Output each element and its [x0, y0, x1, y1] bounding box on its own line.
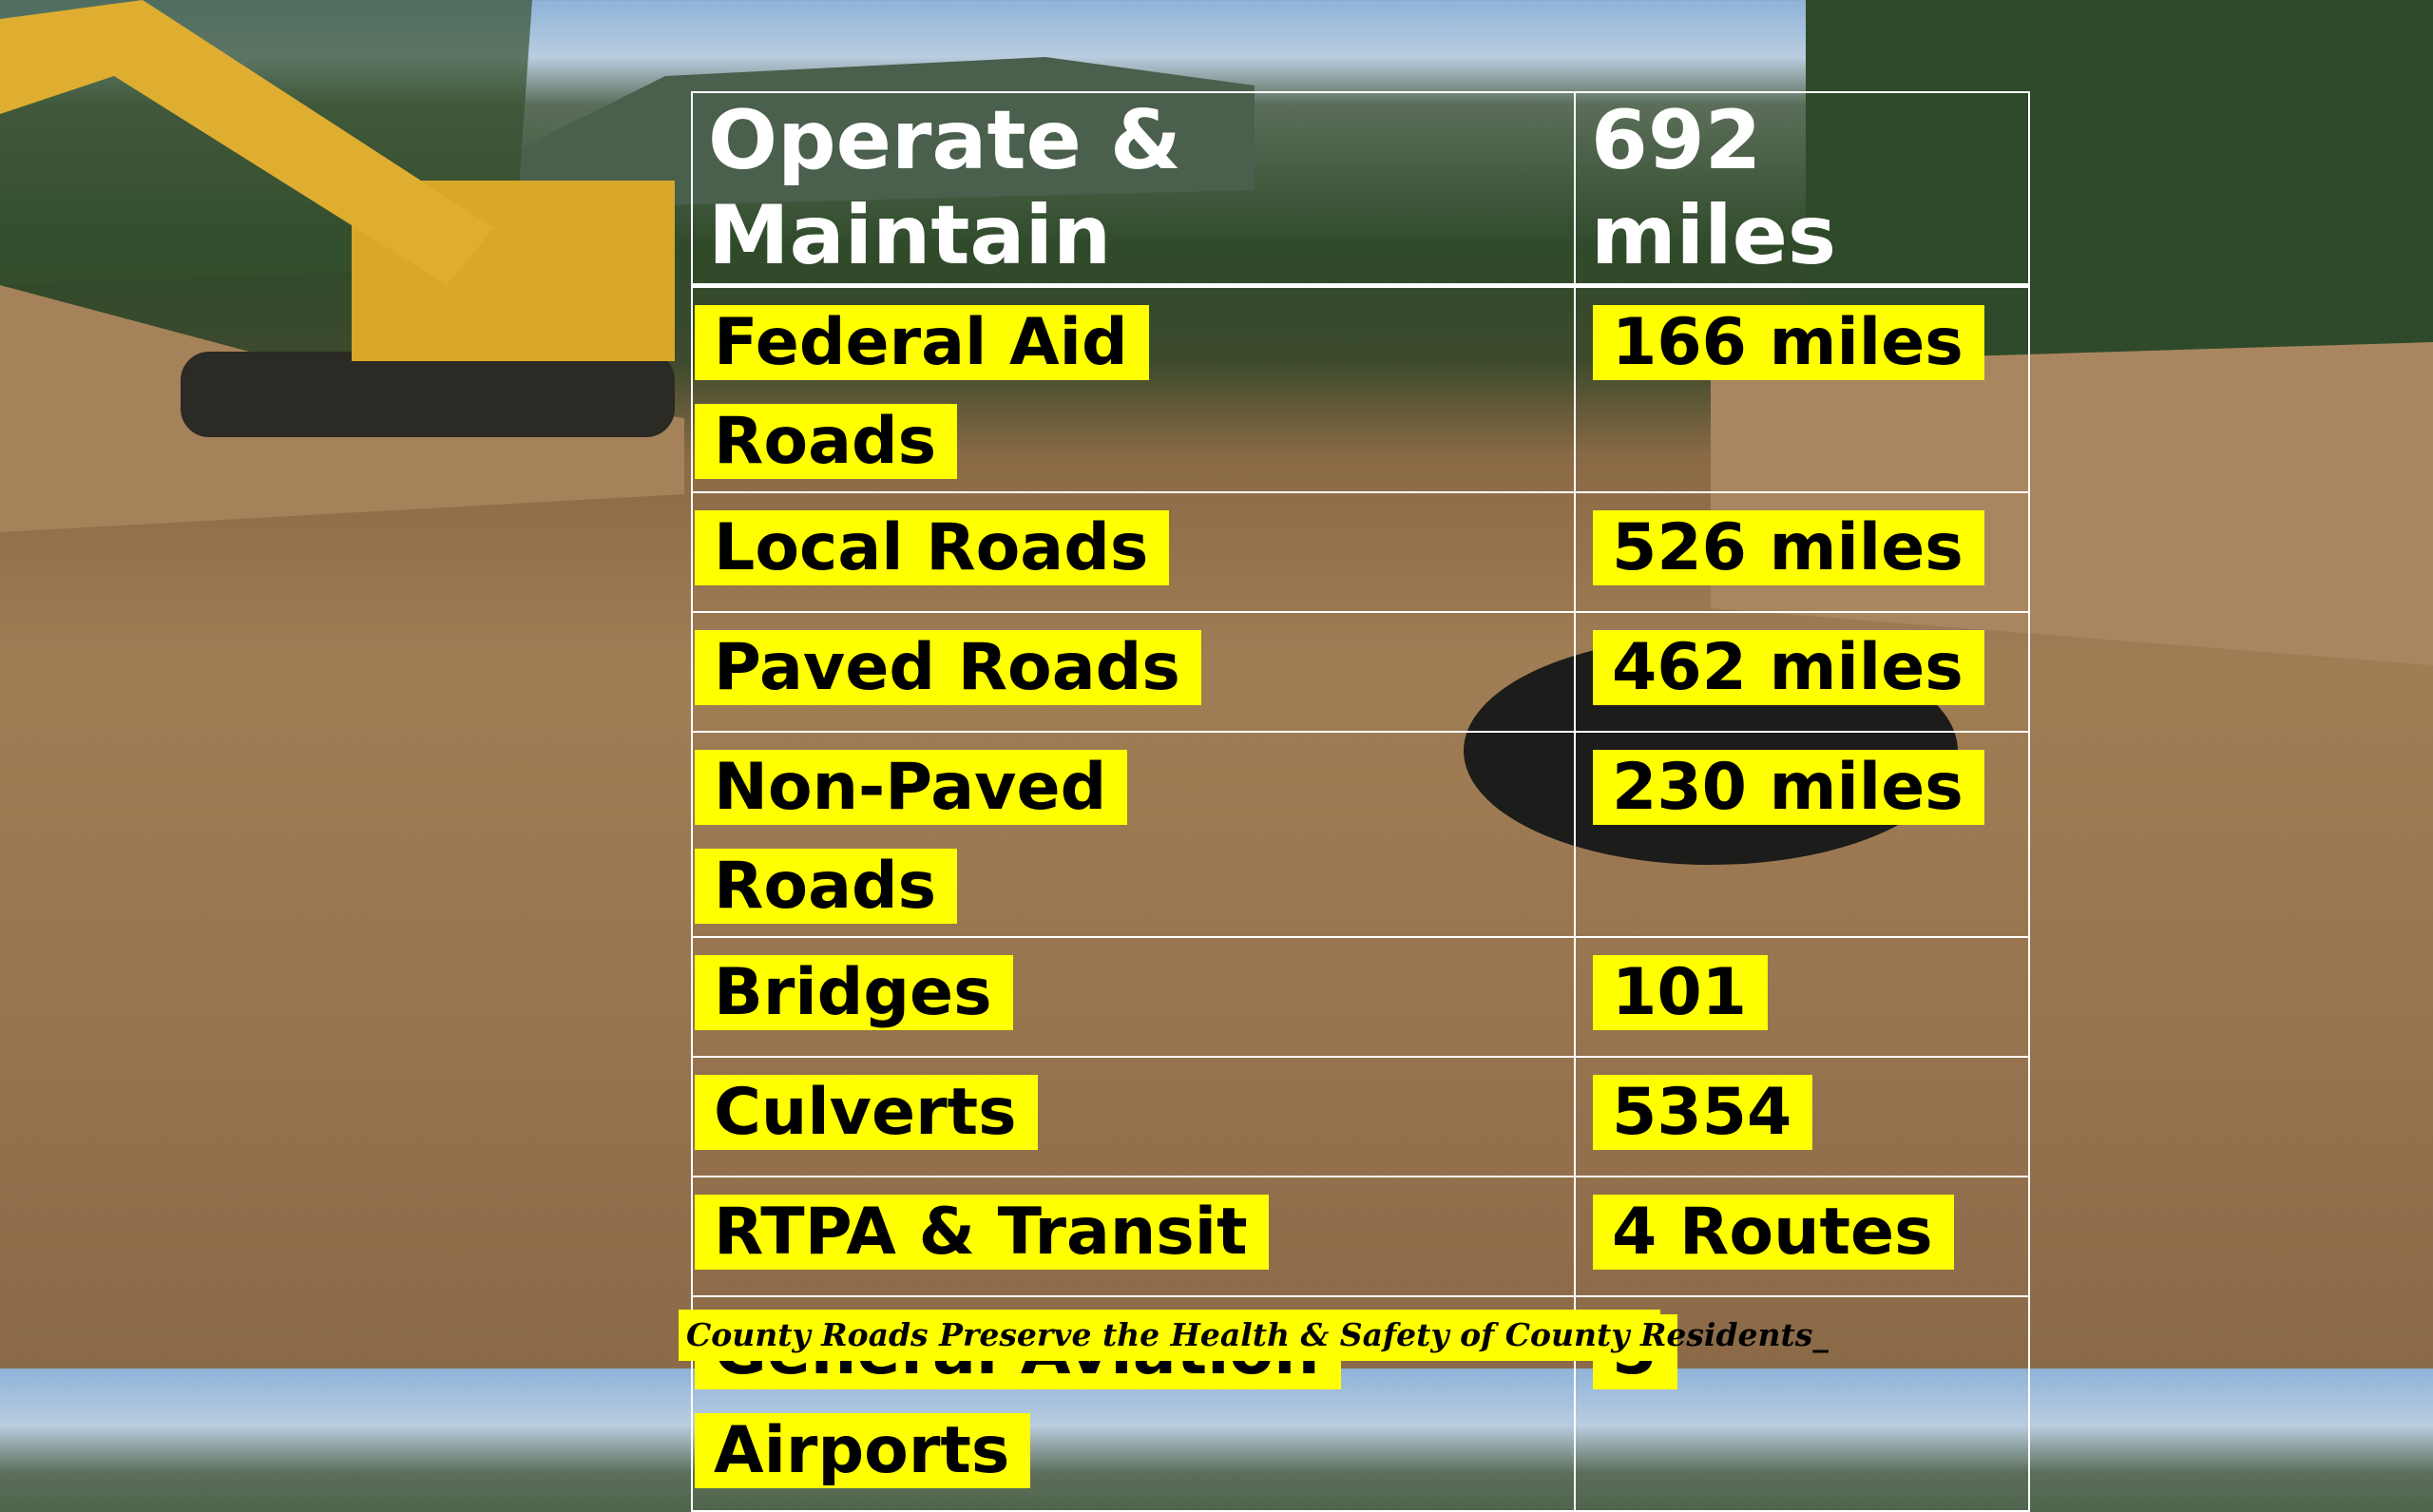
cell-content: RTPA & Transit	[695, 1183, 1360, 1282]
cell-content: 4 Routes	[1593, 1183, 2028, 1282]
table-row: Federal Aid Roads 166 miles	[691, 284, 2030, 493]
table-cell: Culverts	[691, 1056, 1576, 1177]
table-cell: 526 miles	[1574, 491, 2030, 613]
cell-content: Local Roads	[695, 499, 1360, 598]
highlighted-text: 5354	[1593, 1075, 1813, 1150]
highlighted-text: Culverts	[695, 1075, 1038, 1150]
table-cell: 101	[1574, 936, 2030, 1058]
table-cell: Federal Aid Roads	[691, 284, 1576, 493]
excavator-track	[181, 352, 675, 437]
highlighted-text: Local Roads	[695, 510, 1170, 585]
highlighted-text: Non-Paved Roads	[695, 750, 1128, 924]
highlighted-text: Paved Roads	[695, 630, 1201, 705]
cell-content: Paved Roads	[695, 619, 1360, 718]
highlighted-text: 166 miles	[1593, 305, 1984, 380]
highlighted-text: RTPA & Transit	[695, 1195, 1269, 1270]
highlighted-text: 4 Routes	[1593, 1195, 1954, 1270]
cell-content: Culverts	[695, 1063, 1360, 1162]
excavator-arm	[0, 0, 494, 285]
table-row: Culverts 5354	[691, 1056, 2030, 1177]
table-cell: 4 Routes	[1574, 1176, 2030, 1297]
table-row: Paved Roads 462 miles	[691, 611, 2030, 733]
table-row: Bridges 101	[691, 936, 2030, 1058]
table-cell: Paved Roads	[691, 611, 1576, 733]
table-row: Local Roads 526 miles	[691, 491, 2030, 613]
cell-content: 166 miles	[1593, 294, 2028, 392]
highlighted-text: 462 miles	[1593, 630, 1984, 705]
header-row: Operate & Maintain 692 miles	[691, 91, 2030, 288]
table-row: RTPA & Transit 4 Routes	[691, 1176, 2030, 1297]
table-cell: Non-Paved Roads	[691, 731, 1576, 938]
cell-content: 101	[1593, 944, 2028, 1043]
cell-content: 230 miles	[1593, 738, 2028, 837]
cell-content: 462 miles	[1593, 619, 2028, 718]
table-cell: Local Roads	[691, 491, 1576, 613]
highlighted-text: Bridges	[695, 955, 1013, 1030]
cell-content: 526 miles	[1593, 499, 2028, 598]
table-cell: 5354	[1574, 1056, 2030, 1177]
highlighted-text: 230 miles	[1593, 750, 1984, 825]
table-cell: 462 miles	[1574, 611, 2030, 733]
table-cell: 230 miles	[1574, 731, 2030, 938]
highlighted-text: 101	[1593, 955, 1768, 1030]
highlighted-text: 526 miles	[1593, 510, 1984, 585]
cell-content: Federal Aid Roads	[695, 294, 1360, 491]
cell-content: Bridges	[695, 944, 1360, 1043]
table-cell: Bridges	[691, 936, 1576, 1058]
cell-content: Non-Paved Roads	[695, 738, 1360, 936]
header-cell: Operate & Maintain	[691, 91, 1576, 288]
footer-caption: County Roads Preserve the Health & Safet…	[679, 1310, 1829, 1361]
table-cell: 166 miles	[1574, 284, 2030, 493]
cell-content: 5354	[1593, 1063, 2028, 1162]
header-cell: 692 miles	[1574, 91, 2030, 288]
table-row: Non-Paved Roads 230 miles	[691, 731, 2030, 938]
highlighted-text: Federal Aid Roads	[695, 305, 1149, 479]
table-cell: RTPA & Transit	[691, 1176, 1576, 1297]
stats-table: Operate & Maintain 692 miles Federal Aid…	[691, 91, 2030, 1512]
